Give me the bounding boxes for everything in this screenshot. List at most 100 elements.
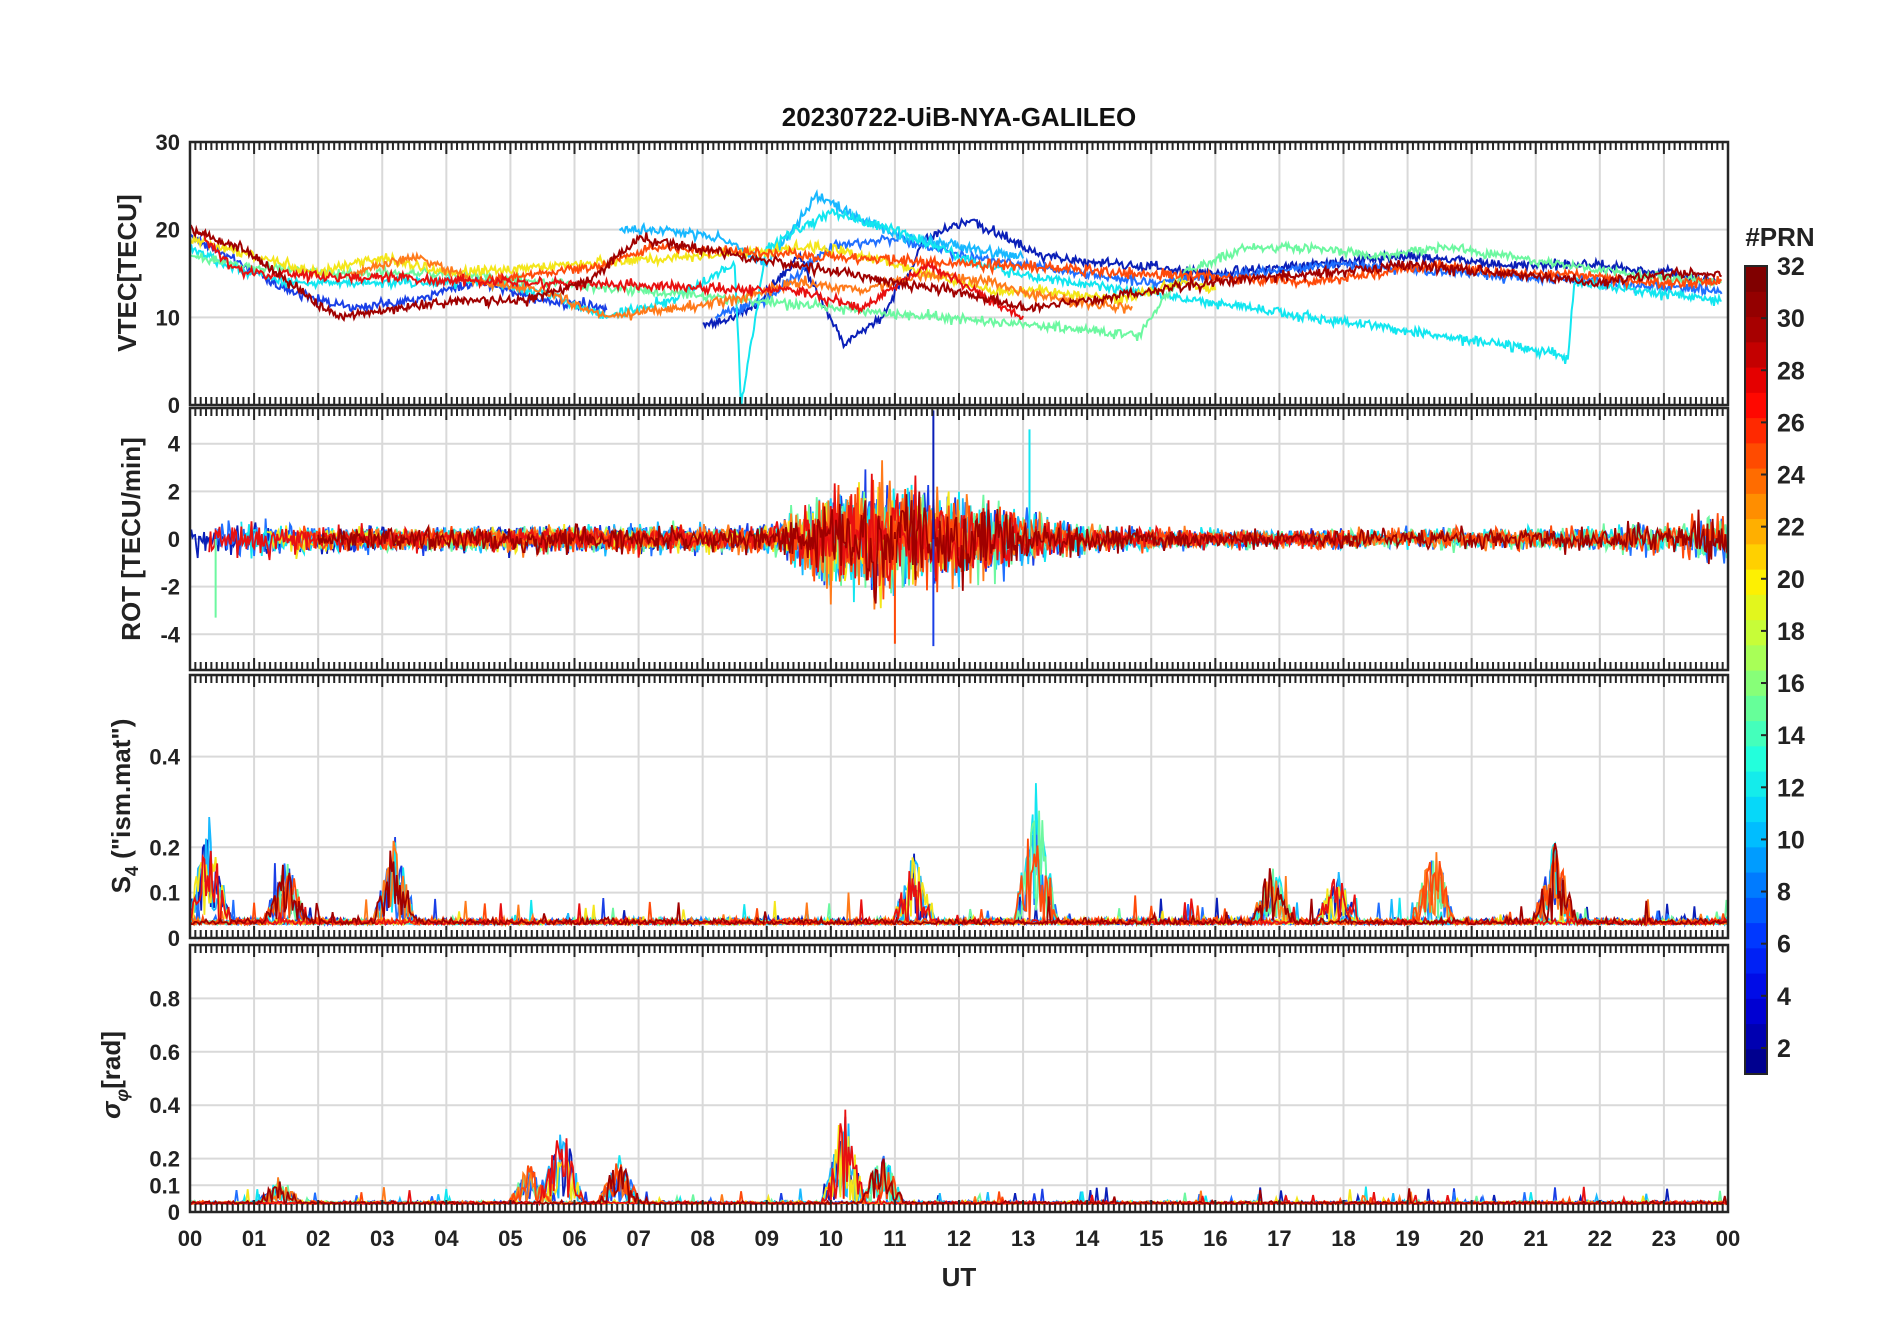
colorbar-tick-label: 26 <box>1777 409 1805 437</box>
sigma-phi-axis-label: σφ[rad] <box>96 1031 132 1119</box>
colorbar-swatch <box>1745 922 1767 949</box>
x-tick-label: 11 <box>883 1226 906 1251</box>
colorbar-swatch <box>1745 745 1767 772</box>
vtec-series-prn-19 <box>190 234 1217 307</box>
x-tick-label: 15 <box>1139 1226 1163 1251</box>
x-tick-label: 04 <box>434 1226 459 1251</box>
y-tick-label: 30 <box>156 130 180 155</box>
y-tick-label: 0 <box>168 1200 180 1225</box>
y-tick-label: 0.2 <box>149 1147 180 1172</box>
x-tick-label: 08 <box>690 1226 714 1251</box>
colorbar-tick-label: 16 <box>1777 670 1805 698</box>
panel-rot: -4 -2 0 2 4 ROT [TECU/min] <box>116 406 1730 672</box>
y-tick-label: 0.8 <box>149 986 180 1011</box>
y-tick-label: 0 <box>168 527 180 552</box>
colorbar-swatch <box>1745 644 1767 671</box>
x-tick-label: 23 <box>1652 1226 1676 1251</box>
y-tick-label: 20 <box>156 218 180 243</box>
colorbar-tick-label: 8 <box>1777 879 1791 907</box>
colorbar-swatch <box>1745 493 1767 520</box>
colorbar-swatch <box>1745 316 1767 343</box>
x-tick-label: 14 <box>1075 1226 1100 1251</box>
y-tick-label: -4 <box>160 622 180 647</box>
sigma-phi-axis-label-sub: φ <box>112 1089 132 1102</box>
colorbar-swatch <box>1745 821 1767 848</box>
x-tick-label: 16 <box>1203 1226 1227 1251</box>
colorbar-tick-label: 14 <box>1777 722 1805 750</box>
s4-axis-label-sub: 4 <box>122 866 142 876</box>
y-tick-label: 0 <box>168 393 180 418</box>
colorbar-swatch <box>1745 594 1767 621</box>
colorbar-swatch <box>1745 266 1767 292</box>
colorbar-swatch <box>1745 998 1767 1025</box>
colorbar-swatch <box>1745 341 1767 368</box>
colorbar-tick-label: 10 <box>1777 826 1805 854</box>
colorbar-swatch <box>1745 518 1767 545</box>
colorbar-swatch <box>1745 619 1767 646</box>
colorbar-tick-label: 6 <box>1777 931 1791 959</box>
y-tick-label: 0.1 <box>149 1173 180 1198</box>
x-axis-label: UT <box>942 1262 977 1292</box>
rot-axis-label: ROT [TECU/min] <box>116 437 146 641</box>
vtec-axis-label: VTEC[TECU] <box>112 194 142 351</box>
colorbar-swatch <box>1745 367 1767 393</box>
colorbar-swatch <box>1745 973 1767 999</box>
x-tick-label: 22 <box>1588 1226 1612 1251</box>
y-tick-label: 0.4 <box>149 1093 180 1118</box>
x-tick-label: 19 <box>1395 1226 1419 1251</box>
colorbar-swatch <box>1745 771 1767 797</box>
vtec-series-prn-30 <box>190 224 1722 322</box>
colorbar-swatch <box>1745 468 1767 494</box>
y-tick-label: 0.4 <box>149 745 180 770</box>
x-tick-label: 06 <box>562 1226 586 1251</box>
x-tick-label: 01 <box>242 1226 266 1251</box>
vtec-series-prn-5 <box>714 229 1723 321</box>
panel-vtec: 0 10 20 30 VTEC[TECU] <box>112 130 1730 418</box>
colorbar-tick-label: 4 <box>1777 983 1791 1011</box>
y-tick-label: 0 <box>168 926 180 951</box>
y-tick-label: 10 <box>156 305 180 330</box>
colorbar-tick-label: 30 <box>1777 305 1805 333</box>
colorbar-swatch <box>1745 1023 1767 1050</box>
colorbar-swatch <box>1745 720 1767 747</box>
y-tick-label: 0.1 <box>149 881 180 906</box>
colorbar-swatch <box>1745 846 1767 873</box>
colorbar-swatch <box>1745 947 1767 974</box>
chart-title: 20230722-UiB-NYA-GALILEO <box>782 102 1137 132</box>
colorbar-tick-label: 20 <box>1777 566 1805 594</box>
x-tick-label: 02 <box>306 1226 330 1251</box>
x-tick-label: 05 <box>498 1226 522 1251</box>
x-tick-label: 03 <box>370 1226 394 1251</box>
y-tick-label: 4 <box>168 432 181 457</box>
x-tick-label: 09 <box>755 1226 779 1251</box>
x-tick-label: 20 <box>1459 1226 1483 1251</box>
x-tick-label: 18 <box>1331 1226 1355 1251</box>
panel-s4: 0 0.1 0.2 0.4 S4 ("ism.mat") <box>106 673 1730 951</box>
colorbar-swatch <box>1745 417 1767 444</box>
colorbar-swatch <box>1745 392 1767 419</box>
vtec-series-prn-11 <box>190 207 1722 405</box>
colorbar-swatch <box>1745 670 1767 696</box>
x-tick-label: 17 <box>1267 1226 1291 1251</box>
colorbar-swatch <box>1745 695 1767 722</box>
colorbar-swatch <box>1745 543 1767 570</box>
colorbar-swatch <box>1745 796 1767 823</box>
x-tick-label: 12 <box>947 1226 971 1251</box>
vtec-series-prn-9 <box>618 189 1025 268</box>
s4-axis-label-main: S <box>106 876 136 893</box>
s4-axis-label-tail: ("ism.mat") <box>106 719 136 866</box>
x-tick-label: 10 <box>819 1226 843 1251</box>
colorbar-label: #PRN <box>1745 222 1814 252</box>
colorbar-tick-label: 2 <box>1777 1035 1791 1063</box>
colorbar-tick-label: 12 <box>1777 774 1805 802</box>
colorbar-tick-label: 32 <box>1777 253 1805 281</box>
y-tick-label: 0.6 <box>149 1040 180 1065</box>
y-tick-label: 2 <box>168 479 180 504</box>
x-tick-label: 21 <box>1524 1226 1548 1251</box>
x-tick-label: 00 <box>1716 1226 1740 1251</box>
colorbar-swatch <box>1745 291 1767 318</box>
colorbar-tick-label: 18 <box>1777 618 1805 646</box>
colorbar-swatch <box>1745 897 1767 924</box>
s4-series-prn-30 <box>190 843 1728 927</box>
